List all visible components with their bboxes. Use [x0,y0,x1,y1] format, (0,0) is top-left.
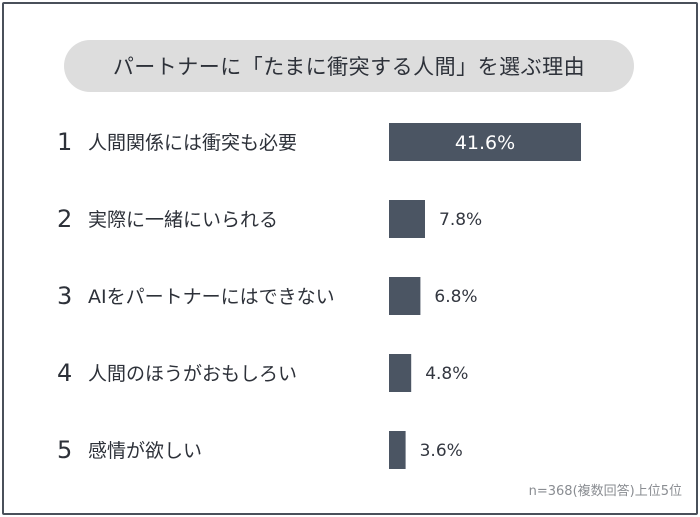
sample-note: n=368(複数回答)上位5位 [528,484,682,499]
rank-number: 2 [57,205,72,233]
rank-number: 1 [57,128,72,156]
category-label: 実際に一緒にいられる [88,209,278,231]
value-label: 4.8% [425,364,468,384]
category-label: 人間関係には衝突も必要 [88,132,297,154]
value-label: 3.6% [420,441,463,461]
category-label: 感情が欲しい [88,440,202,462]
bar [389,277,421,315]
bar [389,354,412,392]
rank-number: 4 [57,359,72,387]
bar [389,431,406,469]
bar [389,200,425,238]
category-label: AIをパートナーにはできない [88,286,335,308]
value-label: 7.8% [439,210,482,230]
category-label: 人間のほうがおもしろい [88,363,297,385]
rank-number: 3 [57,282,72,310]
rank-number: 5 [57,436,72,464]
value-label: 41.6% [455,132,515,154]
value-label: 6.8% [434,287,477,307]
bar [389,123,581,161]
chart-title: パートナーに「たまに衝突する人間」を選ぶ理由 [64,40,634,92]
chart-title-text: パートナーに「たまに衝突する人間」を選ぶ理由 [112,55,586,79]
